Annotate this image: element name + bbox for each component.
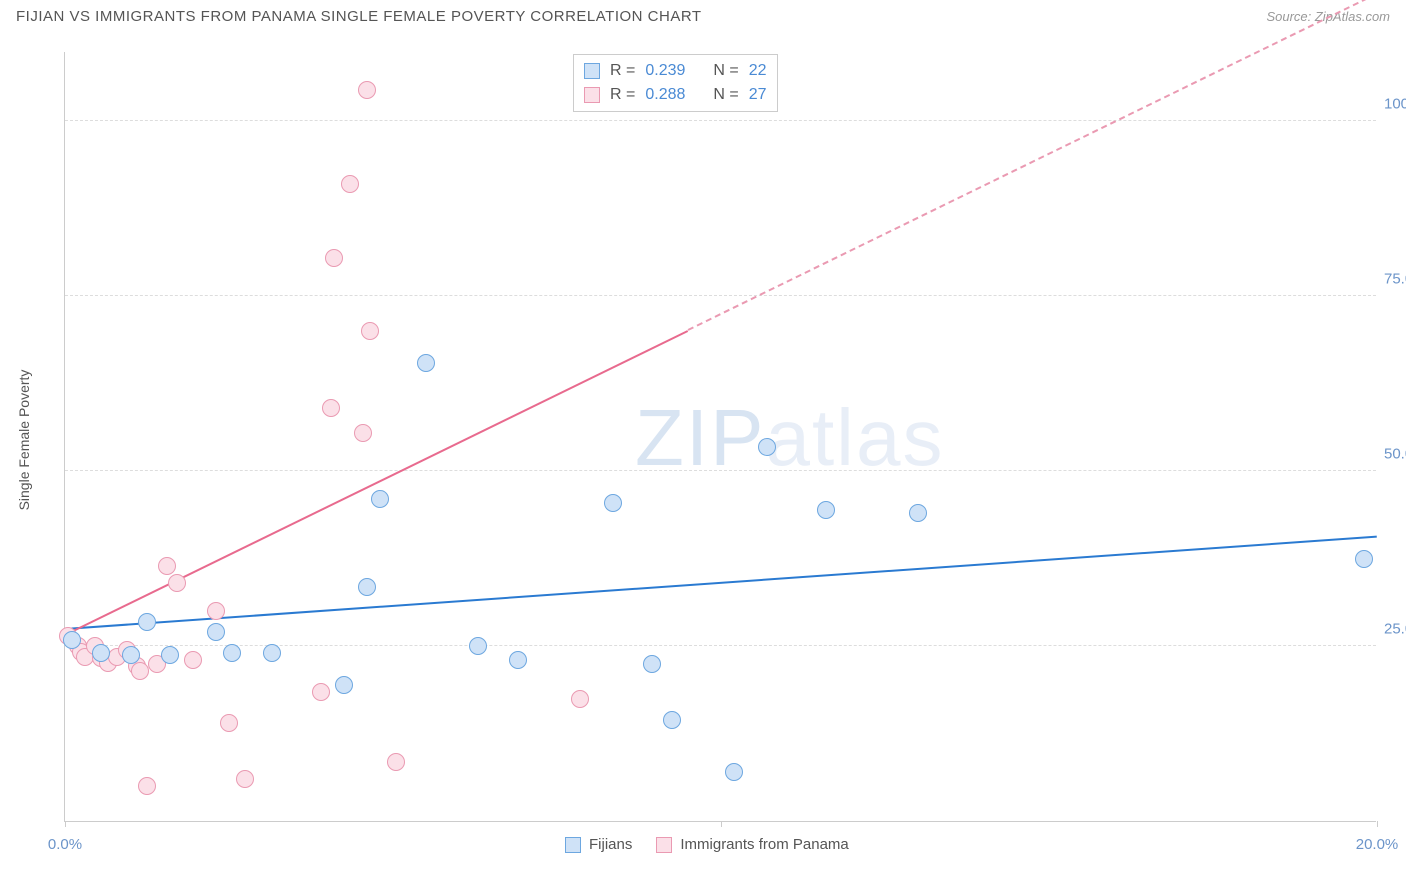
data-point-fijian xyxy=(63,631,81,649)
y-tick-label: 50.0% xyxy=(1384,446,1406,463)
trend-line xyxy=(65,329,689,635)
data-point-panama xyxy=(341,175,359,193)
plot-area: ZIPatlas R =0.239N =22R =0.288N =27 Fiji… xyxy=(64,52,1376,822)
data-point-fijian xyxy=(758,438,776,456)
y-tick-label: 100.0% xyxy=(1384,96,1406,113)
y-axis-label: Single Female Poverty xyxy=(16,370,32,511)
r-value: 0.239 xyxy=(645,59,685,83)
data-point-fijian xyxy=(358,578,376,596)
n-value: 27 xyxy=(749,83,767,107)
data-point-fijian xyxy=(335,676,353,694)
gridline xyxy=(65,295,1376,296)
y-tick-label: 75.0% xyxy=(1384,271,1406,288)
legend-label: Fijians xyxy=(589,836,632,853)
data-point-fijian xyxy=(909,504,927,522)
x-tick-label: 20.0% xyxy=(1356,836,1399,853)
data-point-panama xyxy=(158,557,176,575)
series-legend: Fijians Immigrants from Panama xyxy=(565,836,849,853)
n-label: N = xyxy=(713,83,738,107)
data-point-panama xyxy=(168,574,186,592)
data-point-fijian xyxy=(604,494,622,512)
correlation-stats-box: R = 0.239 N = 22 R = 0.288 N = 27 xyxy=(573,54,778,112)
data-point-fijian xyxy=(122,646,140,664)
data-point-panama xyxy=(571,690,589,708)
data-point-panama xyxy=(322,399,340,417)
gridline xyxy=(65,645,1376,646)
stats-row: R = 0.288 N = 27 xyxy=(584,83,767,107)
trend-line xyxy=(65,536,1377,630)
data-point-panama xyxy=(131,662,149,680)
data-point-fijian xyxy=(263,644,281,662)
n-label: N = xyxy=(713,59,738,83)
legend-swatch xyxy=(584,87,600,103)
r-label: R = xyxy=(610,83,635,107)
x-tick-mark xyxy=(65,821,66,827)
legend-label: Immigrants from Panama xyxy=(680,836,848,853)
data-point-panama xyxy=(236,770,254,788)
data-point-panama xyxy=(361,322,379,340)
data-point-panama xyxy=(312,683,330,701)
data-point-fijian xyxy=(92,644,110,662)
r-value: 0.288 xyxy=(645,83,685,107)
data-point-fijian xyxy=(469,637,487,655)
y-tick-label: 25.0% xyxy=(1384,621,1406,638)
x-tick-label: 0.0% xyxy=(48,836,82,853)
n-value: 22 xyxy=(749,59,767,83)
data-point-fijian xyxy=(509,651,527,669)
data-point-fijian xyxy=(138,613,156,631)
x-tick-mark xyxy=(1377,821,1378,827)
data-point-fijian xyxy=(161,646,179,664)
data-point-panama xyxy=(358,81,376,99)
chart-title: FIJIAN VS IMMIGRANTS FROM PANAMA SINGLE … xyxy=(16,8,702,25)
data-point-panama xyxy=(354,424,372,442)
trend-line-dashed xyxy=(688,0,1378,331)
legend-swatch xyxy=(584,63,600,79)
gridline xyxy=(65,470,1376,471)
legend-item: Immigrants from Panama xyxy=(656,836,848,853)
legend-item: Fijians xyxy=(565,836,632,853)
data-point-fijian xyxy=(417,354,435,372)
data-point-panama xyxy=(138,777,156,795)
data-point-fijian xyxy=(1355,550,1373,568)
data-point-panama xyxy=(387,753,405,771)
legend-swatch xyxy=(565,837,581,853)
legend-swatch xyxy=(656,837,672,853)
data-point-panama xyxy=(220,714,238,732)
data-point-panama xyxy=(207,602,225,620)
chart-container: Single Female Poverty ZIPatlas R =0.239N… xyxy=(48,40,1390,840)
data-point-panama xyxy=(184,651,202,669)
data-point-fijian xyxy=(371,490,389,508)
data-point-fijian xyxy=(663,711,681,729)
gridline xyxy=(65,120,1376,121)
data-point-fijian xyxy=(207,623,225,641)
data-point-fijian xyxy=(643,655,661,673)
data-point-panama xyxy=(325,249,343,267)
stats-row: R = 0.239 N = 22 xyxy=(584,59,767,83)
r-label: R = xyxy=(610,59,635,83)
x-tick-mark xyxy=(721,821,722,827)
data-point-fijian xyxy=(223,644,241,662)
data-point-fijian xyxy=(817,501,835,519)
data-point-fijian xyxy=(725,763,743,781)
